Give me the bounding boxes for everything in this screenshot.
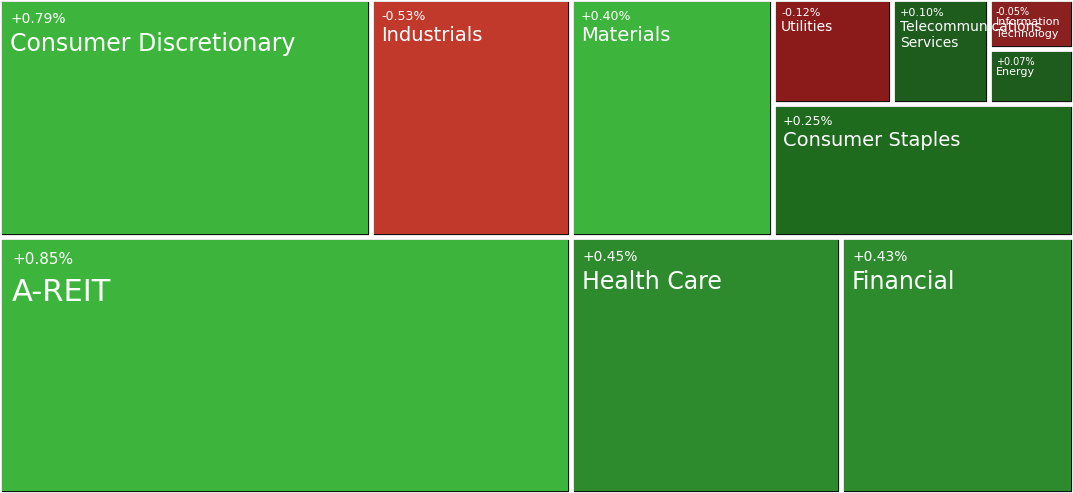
Text: -0.12%: -0.12%: [781, 8, 821, 18]
Text: Industrials: Industrials: [381, 26, 483, 45]
Bar: [893, 0, 988, 103]
Bar: [0, 238, 570, 493]
Bar: [993, 52, 1071, 101]
Bar: [776, 107, 1071, 234]
Bar: [372, 0, 570, 236]
Bar: [572, 0, 771, 236]
Text: +0.07%: +0.07%: [996, 57, 1034, 67]
Bar: [774, 105, 1073, 236]
Bar: [842, 238, 1073, 493]
Text: +0.25%: +0.25%: [783, 115, 834, 128]
Text: +0.85%: +0.85%: [12, 252, 73, 267]
Bar: [574, 240, 838, 491]
Bar: [0, 0, 370, 236]
Text: Telecommunications
Services: Telecommunications Services: [900, 20, 1042, 50]
Bar: [774, 105, 1073, 236]
Bar: [2, 240, 568, 491]
Text: +0.45%: +0.45%: [582, 250, 637, 264]
Text: Health Care: Health Care: [582, 270, 722, 294]
Text: Materials: Materials: [580, 26, 671, 45]
Bar: [0, 0, 370, 236]
Bar: [844, 240, 1071, 491]
Bar: [774, 0, 891, 103]
Text: +0.79%: +0.79%: [10, 12, 65, 26]
Bar: [574, 2, 770, 234]
Bar: [572, 238, 840, 493]
Bar: [990, 50, 1073, 103]
Text: Utilities: Utilities: [781, 20, 834, 34]
Text: -0.53%: -0.53%: [381, 10, 425, 23]
Bar: [990, 0, 1073, 48]
Text: Energy: Energy: [996, 67, 1035, 77]
Text: +0.40%: +0.40%: [580, 10, 632, 23]
Text: Financial: Financial: [852, 270, 955, 294]
Bar: [572, 238, 840, 493]
Bar: [776, 2, 890, 101]
Bar: [572, 0, 771, 236]
Bar: [374, 2, 568, 234]
Bar: [993, 2, 1071, 46]
Bar: [842, 238, 1073, 493]
Text: +0.43%: +0.43%: [852, 250, 908, 264]
Text: +0.10%: +0.10%: [900, 8, 944, 18]
Text: -0.05%: -0.05%: [996, 7, 1030, 17]
Text: Consumer Staples: Consumer Staples: [783, 131, 960, 150]
Bar: [372, 0, 570, 236]
Text: A-REIT: A-REIT: [12, 278, 112, 307]
Text: Information
Technology: Information Technology: [996, 17, 1060, 38]
Bar: [895, 2, 986, 101]
Bar: [774, 0, 891, 103]
Bar: [893, 0, 988, 103]
Text: Consumer Discretionary: Consumer Discretionary: [10, 32, 295, 56]
Bar: [990, 0, 1073, 48]
Bar: [990, 50, 1073, 103]
Bar: [2, 2, 368, 234]
Bar: [0, 238, 570, 493]
